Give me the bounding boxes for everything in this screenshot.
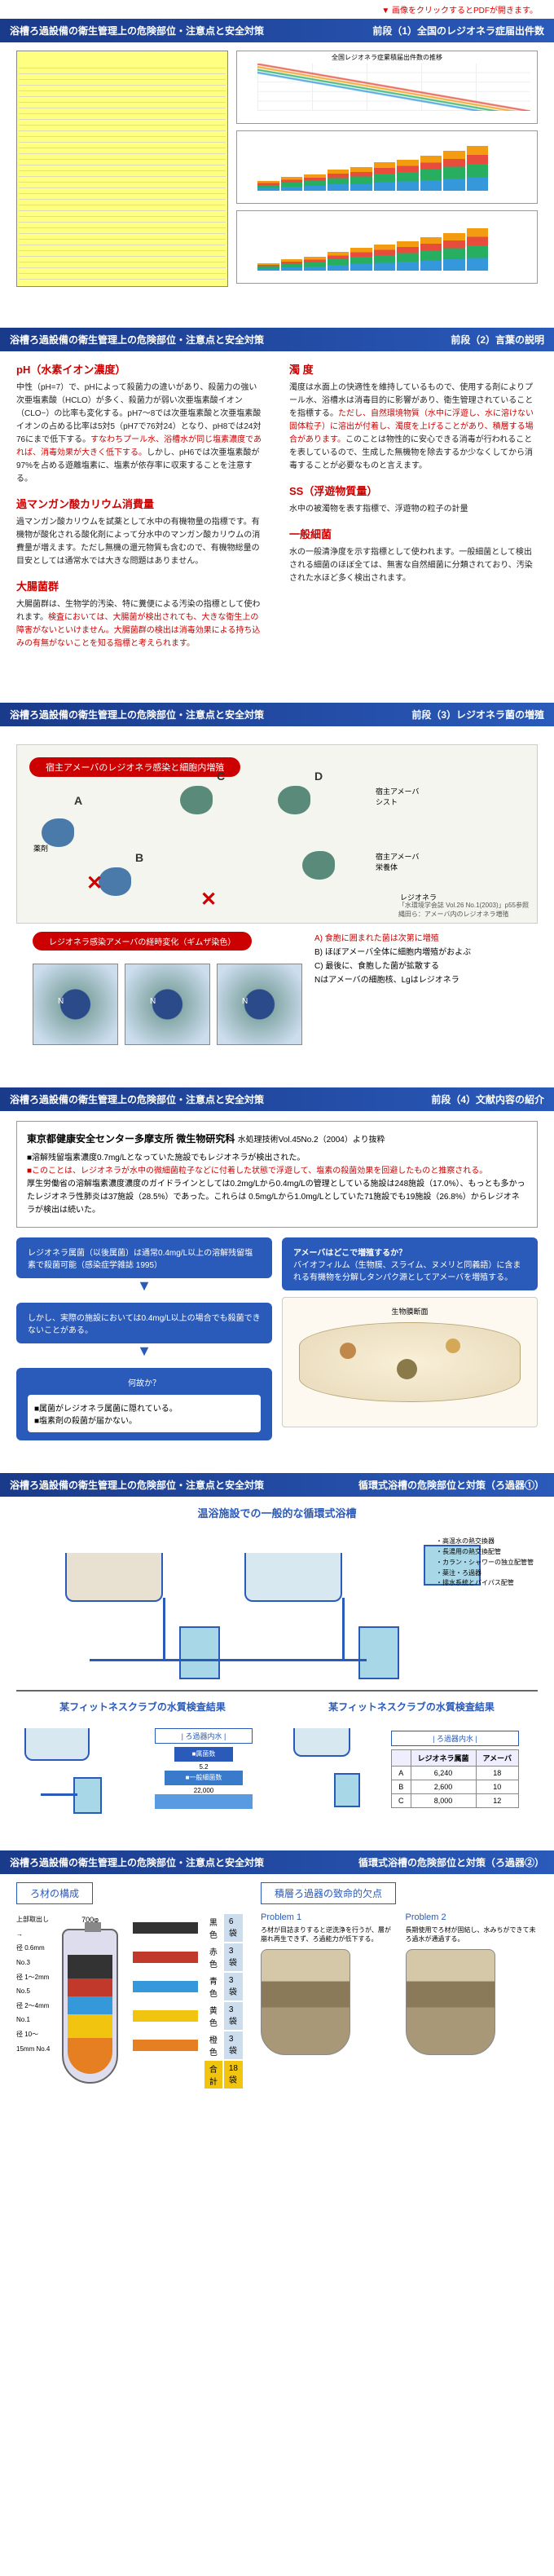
- biofilm-diagram: 生物膜断面: [282, 1297, 538, 1427]
- term-title: 大腸菌群: [16, 578, 265, 593]
- section-5: 浴槽ろ過設備の衛生管理上の危険部位・注意点と安全対策 循環式浴槽の危険部位と対策…: [0, 1473, 554, 1818]
- blue-panel-amoeba: アメーバはどこで増殖するか？ バイオフィルム（生物膜、スライム、ヌメリと同義語）…: [282, 1237, 538, 1290]
- term-body: 大腸菌群は、生物学的汚染、特に糞便による汚染の指標として使われます。検査において…: [16, 598, 265, 651]
- section-title: 浴槽ろ過設備の衛生管理上の危険部位・注意点と安全対策: [10, 333, 264, 346]
- line-chart-cumulative: 全国レジオネラ症累積届出件数の推移: [236, 51, 538, 124]
- result-left: 某フィットネスクラブの水質検査結果 | ろ過器内水 | ■属菌数 5.2 ■一般…: [16, 1700, 269, 1818]
- data-table: [16, 51, 228, 287]
- diagram-title: 宿主アメーバのレジオネラ感染と細胞内増殖: [29, 757, 240, 777]
- filter-right: 積層ろ過器の致命的欠点 Problem 1 ろ材が目詰まりすると逆洗浄を行うが、…: [261, 1882, 538, 2090]
- filter-vessel: 700φ: [62, 1929, 118, 2084]
- section-1: 浴槽ろ過設備の衛生管理上の危険部位・注意点と安全対策 前段（1）全国のレジオネラ…: [0, 19, 554, 295]
- term-body: 水中の被濁物を表す指標で、浮遊物の粒子の計量: [289, 503, 538, 516]
- problem-image-1: [261, 1949, 350, 2055]
- bath-title: 温浴施設での一般的な循環式浴槽: [0, 1505, 554, 1520]
- blue-panel-2: しかし、実際の施設においては0.4mg/L以上の場合でも殺菌できないことがある。…: [16, 1303, 272, 1343]
- left-panels: レジオネラ属菌（以後属菌）は通常0.4mg/L以上の溶解残留塩素で殺菌可能（感染…: [16, 1237, 272, 1440]
- media-table: 黒色6 袋赤色3 袋青色3 袋黄色3 袋橙色3 袋合計18 袋: [126, 1912, 244, 2090]
- filter-content[interactable]: ろ材の構成 上部取出し → 径 0.6mm No.3 径 1〜2mm No.5 …: [0, 1874, 554, 2098]
- section-subtitle: 前段（2）言葉の説明: [451, 333, 544, 346]
- micro-image-b: [125, 964, 210, 1045]
- bar-chart-1: [236, 130, 538, 204]
- result-right: 某フィットネスクラブの水質検査結果 | ろ過器内水 | レジオネラ属菌アメーバ …: [285, 1700, 538, 1818]
- section-header: 浴槽ろ過設備の衛生管理上の危険部位・注意点と安全対策 前段（1）全国のレジオネラ…: [0, 19, 554, 42]
- blue-panel-1: レジオネラ属菌（以後属菌）は通常0.4mg/L以上の溶解残留塩素で殺菌可能（感染…: [16, 1237, 272, 1278]
- section-header: 浴槽ろ過設備の衛生管理上の危険部位・注意点と安全対策 前段（2）言葉の説明: [0, 328, 554, 351]
- term-title: pH（水素イオン濃度）: [16, 361, 265, 377]
- filter-left-title: ろ材の構成: [16, 1882, 93, 1904]
- section-subtitle: 前段（1）全国のレジオネラ症届出件数: [372, 24, 544, 37]
- section-3: 浴槽ろ過設備の衛生管理上の危険部位・注意点と安全対策 前段（3）レジオネラ菌の増…: [0, 703, 554, 1055]
- section-subtitle: 循環式浴槽の危険部位と対策（ろ過器①）: [358, 1478, 544, 1492]
- problem-1: Problem 1 ろ材が目詰まりすると逆洗浄を行うが、層が崩れ再生できず、ろ過…: [261, 1912, 394, 2057]
- data-area[interactable]: 全国レジオネラ症累積届出件数の推移: [0, 42, 554, 295]
- pdf-note: ▼ 画像をクリックするとPDFが開きます。: [0, 0, 554, 19]
- section-header: 浴槽ろ過設備の衛生管理上の危険部位・注意点と安全対策 前段（4）文献内容の紹介: [0, 1087, 554, 1111]
- filter-right-title: 積層ろ過器の致命的欠点: [261, 1882, 396, 1904]
- section-header: 浴槽ろ過設備の衛生管理上の危険部位・注意点と安全対策 前段（3）レジオネラ菌の増…: [0, 703, 554, 726]
- section-title: 浴槽ろ過設備の衛生管理上の危険部位・注意点と安全対策: [10, 1855, 264, 1869]
- microscopy-row: レジオネラ感染アメーバの経時変化（ギムザ染色） A) 食胞に囲まれた菌は次第に増…: [16, 932, 538, 1045]
- bar-chart-2: [236, 210, 538, 284]
- citation: 「水環境学会誌 Vol.26 No.1(2003)」p55参照 縄田ら：アメーバ…: [398, 901, 529, 919]
- term-body: 中性（pH=7）で、pHによって殺菌力の違いがあり、殺菌力の強い次亜塩素酸（HC…: [16, 382, 265, 486]
- bath-content[interactable]: 温浴施設での一般的な循環式浴槽 ・高温水の熱交換器 ・長湯用の熱交換配管 ・カラ…: [0, 1505, 554, 1818]
- section-subtitle: 前段（3）レジオネラ菌の増殖: [411, 708, 544, 721]
- section-4: 浴槽ろ過設備の衛生管理上の危険部位・注意点と安全対策 前段（4）文献内容の紹介 …: [0, 1087, 554, 1440]
- problem-image-2: [406, 1949, 495, 2055]
- why-inset: ■属菌がレジオネラ属菌に隠れている。 ■塩素剤の殺菌が届かない。: [28, 1395, 261, 1432]
- right-panels: アメーバはどこで増殖するか？ バイオフィルム（生物膜、スライム、ヌメリと同義語）…: [282, 1237, 538, 1440]
- problem-2: Problem 2 長期使用でろ材が固結し、水みちができて未ろ過水が通過する。: [406, 1912, 539, 2057]
- term-body: 濁度は水面上の快適性を維持しているもので、使用する剤によりプール水、浴槽水は消毒…: [289, 382, 538, 473]
- term-body: 水の一般清浄度を示す指標として使われます。一般細菌として検出される細菌のほぼ全て…: [289, 546, 538, 585]
- amoeba-content[interactable]: 宿主アメーバのレジオネラ感染と細胞内増殖 A B ✕ C D ✕ 宿主アメーバシ…: [0, 726, 554, 1055]
- bath-diagram: ・高温水の熱交換器 ・長湯用の熱交換配管 ・カラン・シャワーの独立配管管 ・薬注…: [16, 1528, 538, 1692]
- results-row: 某フィットネスクラブの水質検査結果 | ろ過器内水 | ■属菌数 5.2 ■一般…: [0, 1700, 554, 1818]
- term-body: 過マンガン酸カリウムを試薬として水中の有機物量の指標です。有機物が酸化される酸化…: [16, 516, 265, 568]
- micro-image-a: [33, 964, 118, 1045]
- section-title: 浴槽ろ過設備の衛生管理上の危険部位・注意点と安全対策: [10, 24, 264, 37]
- section-header: 浴槽ろ過設備の衛生管理上の危険部位・注意点と安全対策 循環式浴槽の危険部位と対策…: [0, 1473, 554, 1497]
- micro-image-c: [217, 964, 302, 1045]
- term-title: 過マンガン酸カリウム消費量: [16, 496, 265, 511]
- term-title: SS（浮遊物質量）: [289, 483, 538, 498]
- chart-stack: 全国レジオネラ症累積届出件数の推移: [236, 51, 538, 287]
- legend: A) 食胞に囲まれた菌は次第に増殖 B) ほぼアメーバ全体に細胞内増殖がおよぶ …: [314, 932, 471, 987]
- references-content[interactable]: 東京都健康安全センター多摩支所 微生物研究科 水処理技術Vol.45No.2（2…: [0, 1111, 554, 1440]
- result-table: レジオネラ属菌アメーバ A6,24018 B2,60010 C8,00012: [391, 1749, 519, 1808]
- section-6: 浴槽ろ過設備の衛生管理上の危険部位・注意点と安全対策 循環式浴槽の危険部位と対策…: [0, 1850, 554, 2098]
- section-subtitle: 前段（4）文献内容の紹介: [431, 1092, 544, 1106]
- reference-box: 東京都健康安全センター多摩支所 微生物研究科 水処理技術Vol.45No.2（2…: [16, 1121, 538, 1228]
- section-subtitle: 循環式浴槽の危険部位と対策（ろ過器②）: [358, 1855, 544, 1869]
- section-title: 浴槽ろ過設備の衛生管理上の危険部位・注意点と安全対策: [10, 708, 264, 721]
- pyramid-chart: | ろ過器内水 | ■属菌数 5.2 ■一般細菌数 22,000: [155, 1728, 253, 1811]
- terms-left: pH（水素イオン濃度） 中性（pH=7）で、pHによって殺菌力の違いがあり、殺菌力…: [16, 361, 265, 660]
- section-header: 浴槽ろ過設備の衛生管理上の危険部位・注意点と安全対策 循環式浴槽の危険部位と対策…: [0, 1850, 554, 1874]
- section-2: 浴槽ろ過設備の衛生管理上の危険部位・注意点と安全対策 前段（2）言葉の説明 pH…: [0, 328, 554, 670]
- terms-content[interactable]: pH（水素イオン濃度） 中性（pH=7）で、pHによって殺菌力の違いがあり、殺菌力…: [0, 351, 554, 670]
- filter-left: ろ材の構成 上部取出し → 径 0.6mm No.3 径 1〜2mm No.5 …: [16, 1882, 244, 2090]
- term-title: 一般細菌: [289, 526, 538, 541]
- terms-right: 濁 度濁度は水面上の快適性を維持しているもので、使用する剤によりプール水、浴槽水…: [289, 361, 538, 660]
- term-title: 濁 度: [289, 361, 538, 377]
- micro-title: レジオネラ感染アメーバの経時変化（ギムザ染色）: [33, 932, 252, 951]
- blue-panel-why: 何故か？ ■属菌がレジオネラ属菌に隠れている。 ■塩素剤の殺菌が届かない。: [16, 1368, 272, 1440]
- amoeba-diagram: 宿主アメーバのレジオネラ感染と細胞内増殖 A B ✕ C D ✕ 宿主アメーバシ…: [16, 744, 538, 924]
- section-title: 浴槽ろ過設備の衛生管理上の危険部位・注意点と安全対策: [10, 1092, 264, 1106]
- section-title: 浴槽ろ過設備の衛生管理上の危険部位・注意点と安全対策: [10, 1478, 264, 1492]
